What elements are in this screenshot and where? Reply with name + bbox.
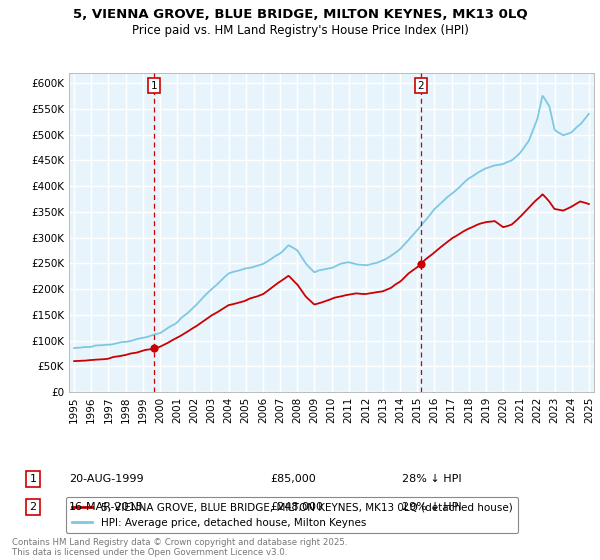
Text: 28% ↓ HPI: 28% ↓ HPI <box>402 474 461 484</box>
Legend: 5, VIENNA GROVE, BLUE BRIDGE, MILTON KEYNES, MK13 0LQ (detached house), HPI: Ave: 5, VIENNA GROVE, BLUE BRIDGE, MILTON KEY… <box>67 497 518 534</box>
Point <box>149 344 158 353</box>
Text: 5, VIENNA GROVE, BLUE BRIDGE, MILTON KEYNES, MK13 0LQ: 5, VIENNA GROVE, BLUE BRIDGE, MILTON KEY… <box>73 8 527 21</box>
Text: 2: 2 <box>418 81 424 91</box>
Text: 2: 2 <box>29 502 37 512</box>
Text: Price paid vs. HM Land Registry's House Price Index (HPI): Price paid vs. HM Land Registry's House … <box>131 24 469 36</box>
Text: £85,000: £85,000 <box>270 474 316 484</box>
Text: 1: 1 <box>29 474 37 484</box>
Text: 29% ↓ HPI: 29% ↓ HPI <box>402 502 461 512</box>
Point <box>416 260 425 269</box>
Text: £248,000: £248,000 <box>270 502 323 512</box>
Text: Contains HM Land Registry data © Crown copyright and database right 2025.
This d: Contains HM Land Registry data © Crown c… <box>12 538 347 557</box>
Text: 1: 1 <box>151 81 157 91</box>
Text: 16-MAR-2015: 16-MAR-2015 <box>69 502 143 512</box>
Text: 20-AUG-1999: 20-AUG-1999 <box>69 474 143 484</box>
